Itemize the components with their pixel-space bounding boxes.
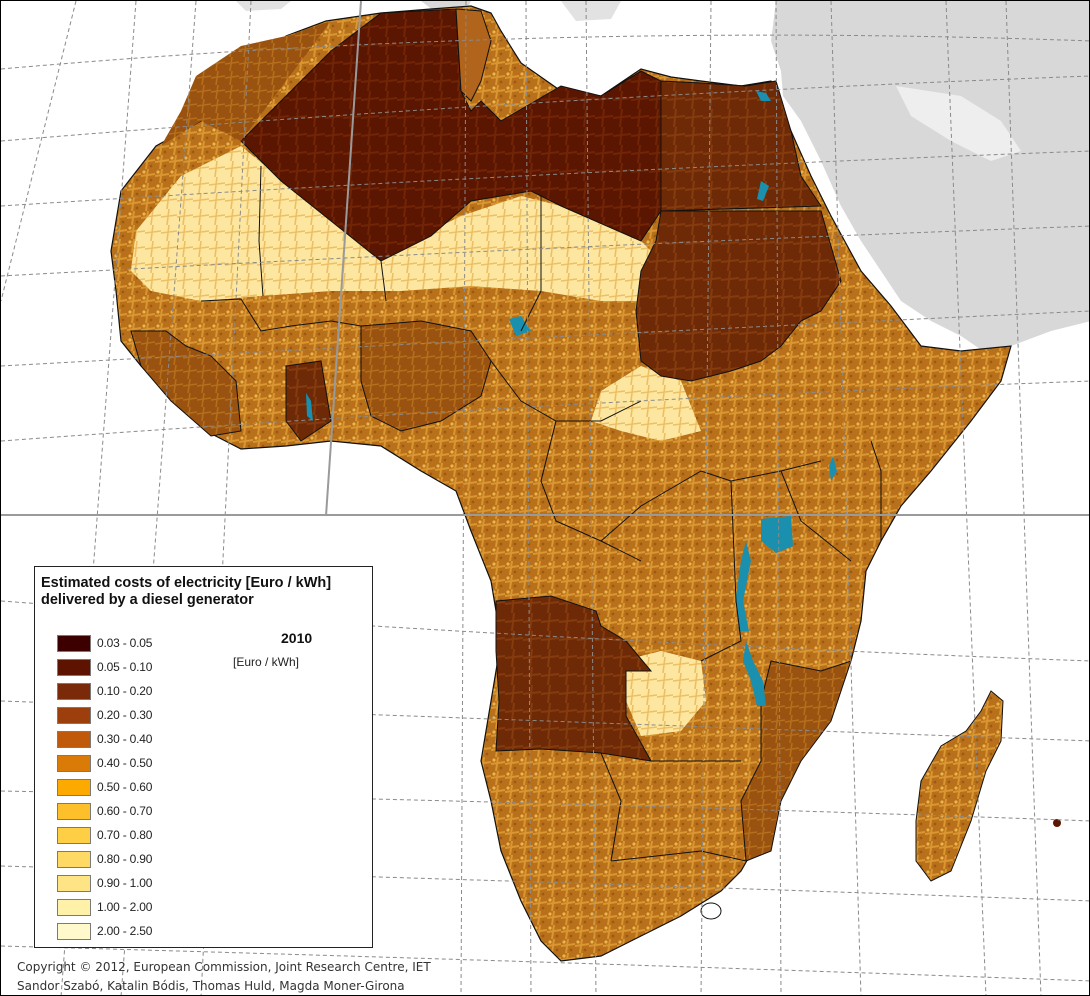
legend-swatch <box>57 634 91 652</box>
legend-item: 0.10 - 0.20 <box>57 679 152 703</box>
legend: Estimated costs of electricity [Euro / k… <box>34 566 373 948</box>
legend-item-label: 0.30 - 0.40 <box>97 732 153 746</box>
legend-item: 2.00 - 2.50 <box>57 919 152 943</box>
legend-swatch <box>57 658 91 676</box>
region-angola <box>495 595 653 762</box>
legend-swatch <box>57 850 91 868</box>
legend-items: 0.03 - 0.05 0.05 - 0.10 0.10 - 0.20 0.20… <box>57 631 152 943</box>
non-study-land <box>236 1 1089 353</box>
country-borders <box>200 165 882 920</box>
legend-swatch <box>57 682 91 700</box>
credits: Copyright © 2012, European Commission, J… <box>17 958 431 995</box>
legend-swatch <box>57 730 91 748</box>
legend-unit: [Euro / kWh] <box>233 655 300 669</box>
legend-item-label: 0.60 - 0.70 <box>97 804 153 818</box>
water-bodies <box>306 91 837 706</box>
region-north-dark <box>161 8 822 262</box>
legend-item-label: 0.20 - 0.30 <box>97 708 153 722</box>
region-sudan <box>635 210 842 382</box>
legend-swatch <box>57 754 91 772</box>
legend-swatch <box>57 874 91 892</box>
legend-swatch <box>57 778 91 796</box>
legend-item: 0.80 - 0.90 <box>57 847 152 871</box>
legend-title-line2: delivered by a diesel generator <box>41 592 254 608</box>
legend-item: 0.70 - 0.80 <box>57 823 152 847</box>
region-mozambique <box>740 660 852 862</box>
legend-swatch <box>57 802 91 820</box>
legend-item: 1.00 - 2.00 <box>57 895 152 919</box>
legend-item-label: 0.10 - 0.20 <box>97 684 153 698</box>
legend-title-line1: Estimated costs of electricity [Euro / k… <box>41 575 332 591</box>
graticule-main-lines <box>1 1 1089 517</box>
legend-swatch <box>57 898 91 916</box>
region-madagascar <box>915 690 1061 882</box>
authors-line: Sandor Szabó, Katalin Bódis, Thomas Huld… <box>17 979 405 993</box>
legend-title: Estimated costs of electricity [Euro / k… <box>41 575 331 609</box>
legend-item: 0.60 - 0.70 <box>57 799 152 823</box>
legend-swatch <box>57 922 91 940</box>
legend-item-label: 0.70 - 0.80 <box>97 828 153 842</box>
legend-item-label: 0.03 - 0.05 <box>97 636 153 650</box>
legend-item: 0.03 - 0.05 <box>57 631 152 655</box>
legend-item: 0.20 - 0.30 <box>57 703 152 727</box>
copyright-line: Copyright © 2012, European Commission, J… <box>17 960 431 974</box>
legend-item: 0.05 - 0.10 <box>57 655 152 679</box>
legend-item: 0.50 - 0.60 <box>57 775 152 799</box>
legend-item: 0.30 - 0.40 <box>57 727 152 751</box>
legend-item: 0.40 - 0.50 <box>57 751 152 775</box>
legend-item: 0.90 - 1.00 <box>57 871 152 895</box>
legend-item-label: 0.90 - 1.00 <box>97 876 153 890</box>
legend-item-label: 0.50 - 0.60 <box>97 780 153 794</box>
legend-year: 2010 <box>281 630 313 646</box>
legend-item-label: 0.05 - 0.10 <box>97 660 153 674</box>
legend-item-label: 2.00 - 2.50 <box>97 924 153 938</box>
legend-item-label: 0.80 - 0.90 <box>97 852 153 866</box>
legend-swatch <box>57 706 91 724</box>
legend-item-label: 1.00 - 2.00 <box>97 900 153 914</box>
legend-swatch <box>57 826 91 844</box>
legend-item-label: 0.40 - 0.50 <box>97 756 153 770</box>
